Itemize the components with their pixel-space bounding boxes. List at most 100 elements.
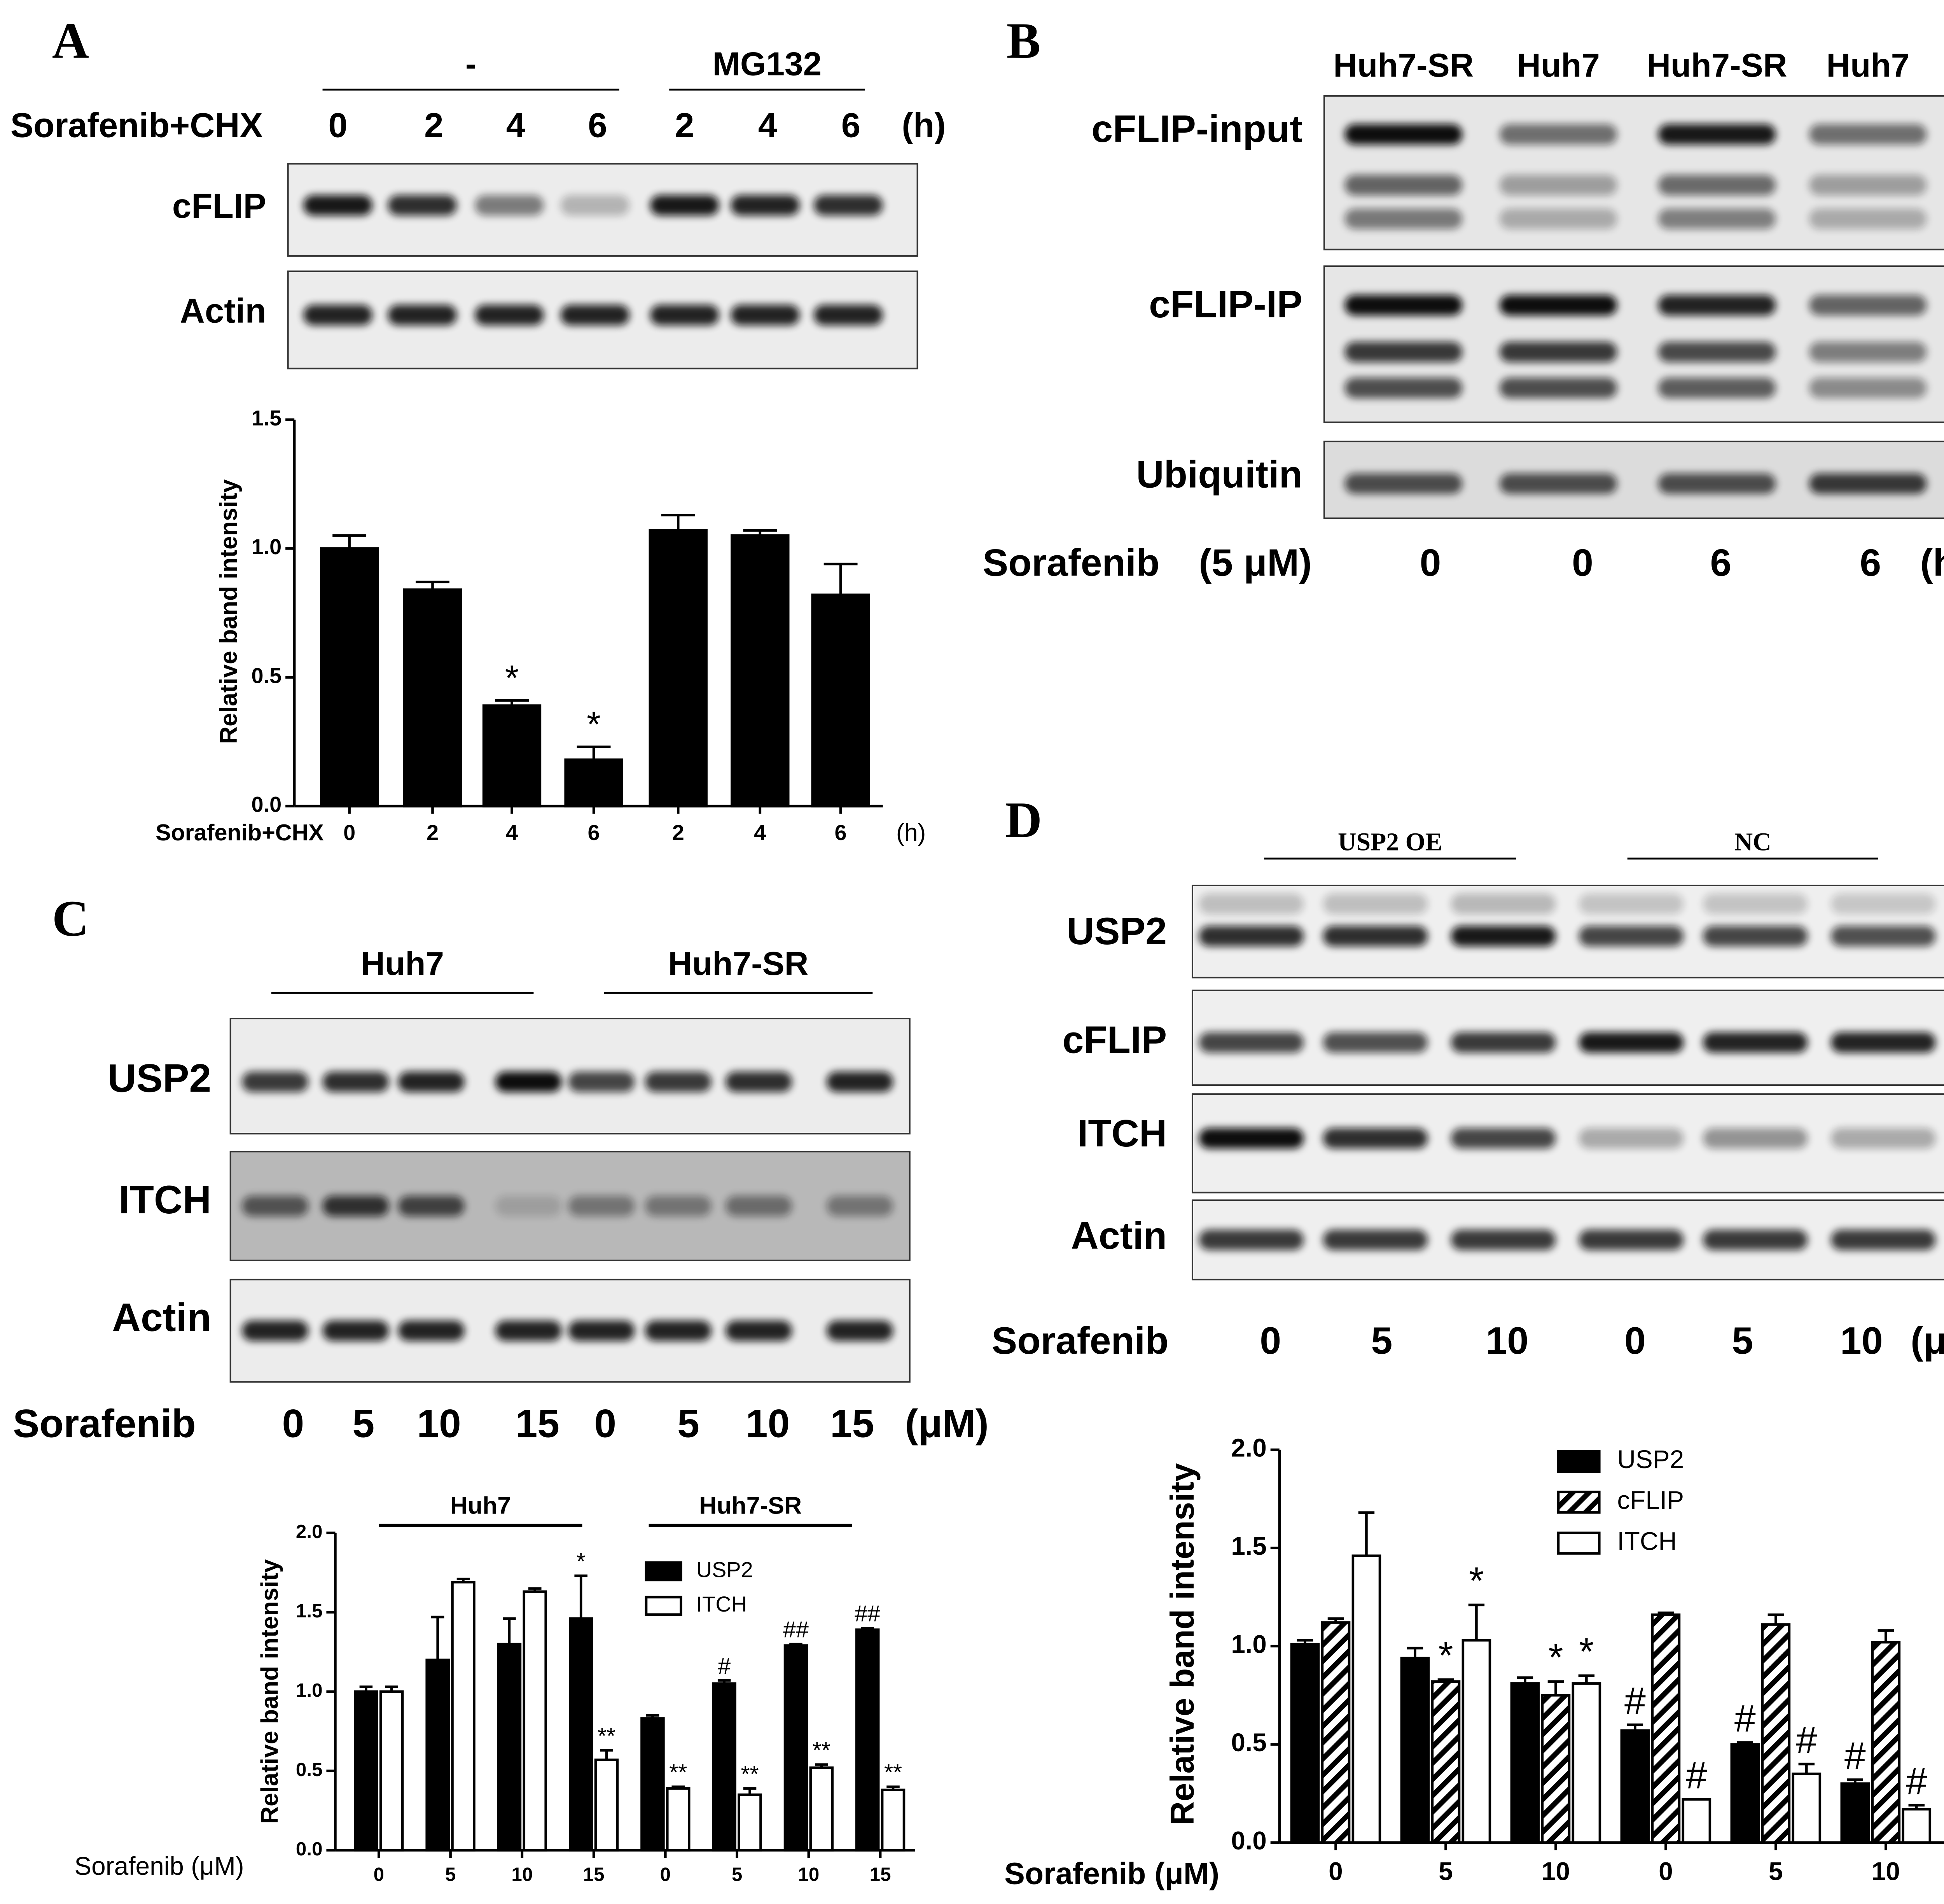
bar bbox=[1510, 1682, 1540, 1844]
row-label: cFLIP bbox=[172, 187, 266, 225]
treatment-label: Sorafenib+CHX bbox=[10, 106, 263, 145]
lane-label: 6 bbox=[1710, 541, 1731, 584]
x-tick-label: 0 bbox=[374, 1864, 384, 1885]
legend-label: cFLIP bbox=[1617, 1486, 1684, 1514]
band bbox=[1809, 295, 1927, 316]
legend-label: USP2 bbox=[1617, 1445, 1684, 1474]
y-axis-label: Relative band intensity bbox=[256, 1559, 283, 1824]
y-tick-label: 0.5 bbox=[296, 1759, 323, 1780]
lane-label: 6 bbox=[1860, 541, 1881, 584]
lane-header: Huh7-SR bbox=[1647, 47, 1787, 84]
band bbox=[1658, 378, 1776, 398]
lane-label: 2 bbox=[424, 106, 443, 145]
band bbox=[1344, 175, 1463, 196]
band bbox=[1703, 1032, 1808, 1053]
band bbox=[645, 1195, 712, 1216]
band bbox=[1809, 473, 1927, 494]
band bbox=[1658, 208, 1776, 229]
bar bbox=[1541, 1694, 1571, 1844]
annotation: # bbox=[1844, 1734, 1866, 1777]
unit-label: (h) bbox=[1920, 541, 1944, 584]
annotation: * bbox=[1579, 1630, 1594, 1673]
bar bbox=[1351, 1554, 1381, 1844]
band bbox=[1499, 378, 1617, 398]
band bbox=[1658, 341, 1776, 362]
band bbox=[1830, 893, 1936, 914]
band bbox=[495, 1320, 562, 1341]
row-label: Actin bbox=[180, 292, 266, 330]
band bbox=[303, 195, 372, 216]
annotation: * bbox=[1548, 1636, 1563, 1679]
bar bbox=[640, 1717, 665, 1852]
bar bbox=[482, 704, 542, 808]
band bbox=[1809, 124, 1927, 145]
band bbox=[1499, 175, 1617, 196]
treatment-label: Sorafenib bbox=[982, 541, 1159, 584]
band bbox=[1323, 926, 1428, 947]
x-tick-label: 2 bbox=[427, 820, 439, 845]
row-label: cFLIP bbox=[1062, 1018, 1167, 1061]
bar bbox=[403, 588, 462, 808]
annotation: ## bbox=[855, 1601, 880, 1627]
blot-frame bbox=[1191, 884, 1944, 978]
band bbox=[1499, 208, 1617, 229]
bar bbox=[451, 1580, 476, 1852]
lane-label: 0 bbox=[1260, 1319, 1281, 1362]
bar bbox=[564, 758, 623, 808]
row-label: Actin bbox=[1071, 1214, 1167, 1257]
bar bbox=[1840, 1782, 1870, 1844]
bar bbox=[783, 1644, 808, 1852]
treatment-label: Sorafenib bbox=[991, 1319, 1168, 1362]
band bbox=[826, 1320, 893, 1341]
lane-label: 0 bbox=[1420, 541, 1441, 584]
band bbox=[826, 1195, 893, 1216]
band bbox=[650, 195, 719, 216]
band bbox=[1323, 1032, 1428, 1053]
bar bbox=[1682, 1798, 1711, 1844]
y-tick-label: 0.0 bbox=[252, 792, 282, 817]
band bbox=[1809, 378, 1927, 398]
band bbox=[560, 304, 630, 326]
bar bbox=[320, 547, 379, 808]
row-label: Ubiquitin bbox=[1136, 453, 1302, 495]
lane-label: 0 bbox=[1624, 1319, 1646, 1362]
band bbox=[1579, 1128, 1684, 1149]
bar bbox=[1572, 1682, 1601, 1844]
band bbox=[398, 1071, 465, 1092]
panel-label: A bbox=[52, 13, 89, 69]
x-tick-label: 6 bbox=[835, 820, 847, 845]
band bbox=[1499, 473, 1617, 494]
band bbox=[1344, 208, 1463, 229]
bar bbox=[649, 529, 708, 808]
lane-label: 0 bbox=[282, 1402, 304, 1446]
band bbox=[826, 1071, 893, 1092]
band bbox=[1703, 1230, 1808, 1250]
dose-label: (5 μM) bbox=[1199, 541, 1312, 584]
y-tick-label: 0.0 bbox=[296, 1838, 323, 1860]
panel-label: D bbox=[1005, 792, 1042, 848]
band bbox=[726, 1195, 792, 1216]
x-tick-label: 4 bbox=[506, 820, 518, 845]
bar bbox=[497, 1643, 522, 1852]
bar bbox=[666, 1787, 691, 1852]
annotation: # bbox=[1624, 1679, 1646, 1722]
band bbox=[398, 1195, 465, 1216]
annotation: * bbox=[587, 704, 601, 744]
bar bbox=[1290, 1643, 1320, 1844]
band bbox=[303, 304, 372, 326]
row-label: cFLIP-IP bbox=[1149, 283, 1302, 326]
legend-swatch bbox=[1557, 1531, 1601, 1555]
lane-label: 0 bbox=[594, 1402, 616, 1446]
band bbox=[1579, 893, 1684, 914]
band bbox=[1809, 175, 1927, 196]
x-tick-label: 10 bbox=[1872, 1857, 1900, 1885]
band bbox=[475, 304, 544, 326]
x-tick-label: 4 bbox=[754, 820, 766, 845]
band bbox=[814, 304, 883, 326]
y-tick-label: 1.0 bbox=[252, 534, 282, 559]
row-label: ITCH bbox=[1077, 1112, 1167, 1155]
x-tick-label: 0 bbox=[343, 820, 355, 845]
bar bbox=[811, 593, 870, 808]
band bbox=[1451, 1032, 1556, 1053]
